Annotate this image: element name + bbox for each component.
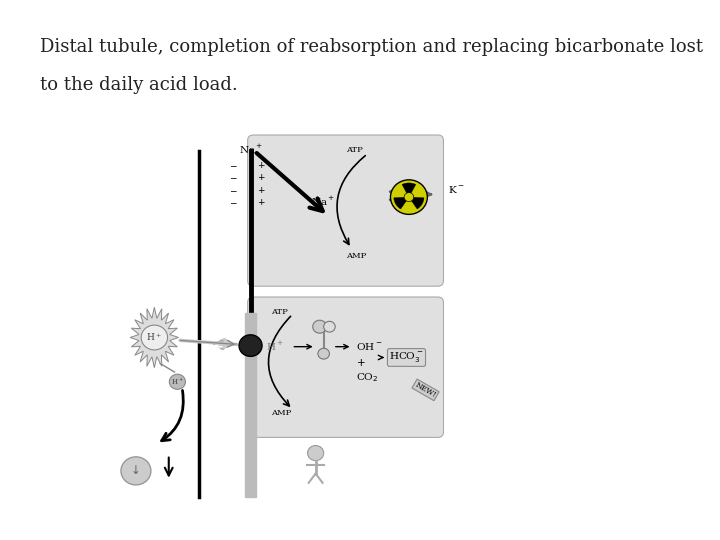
Bar bbox=[246, 313, 256, 497]
Text: HCO$_3^-$: HCO$_3^-$ bbox=[390, 350, 423, 365]
Text: $+$: $+$ bbox=[257, 160, 266, 170]
Text: Na$^+$: Na$^+$ bbox=[239, 143, 263, 156]
Wedge shape bbox=[394, 197, 409, 209]
Text: H$^+$: H$^+$ bbox=[171, 376, 184, 387]
Text: AMP: AMP bbox=[346, 252, 366, 260]
Circle shape bbox=[318, 348, 330, 359]
Text: $-$: $-$ bbox=[229, 185, 238, 194]
Text: AMP: AMP bbox=[271, 409, 291, 417]
Circle shape bbox=[307, 446, 324, 461]
Text: NEW!: NEW! bbox=[413, 381, 438, 399]
Circle shape bbox=[324, 321, 336, 332]
Text: H$^+$: H$^+$ bbox=[146, 332, 162, 343]
Wedge shape bbox=[409, 197, 424, 209]
Text: $+$: $+$ bbox=[257, 172, 266, 182]
Text: ATP: ATP bbox=[271, 308, 287, 316]
Text: ↓: ↓ bbox=[131, 464, 141, 477]
Polygon shape bbox=[130, 307, 179, 368]
Circle shape bbox=[121, 457, 151, 485]
Text: CO$_2$: CO$_2$ bbox=[356, 372, 378, 384]
Circle shape bbox=[312, 320, 327, 333]
Text: ATP: ATP bbox=[346, 146, 362, 154]
Circle shape bbox=[169, 374, 186, 389]
Wedge shape bbox=[402, 183, 415, 197]
Text: Na$^+$: Na$^+$ bbox=[311, 195, 335, 208]
Circle shape bbox=[404, 193, 414, 201]
Circle shape bbox=[390, 180, 428, 214]
Circle shape bbox=[141, 325, 168, 350]
Text: $+$: $+$ bbox=[257, 185, 266, 194]
FancyBboxPatch shape bbox=[248, 297, 444, 437]
Text: OH$^-$: OH$^-$ bbox=[356, 341, 382, 352]
Text: H$^+$: H$^+$ bbox=[266, 340, 284, 353]
Text: K$^-$: K$^-$ bbox=[448, 184, 464, 195]
Text: $+$: $+$ bbox=[257, 197, 266, 207]
Text: to the daily acid load.: to the daily acid load. bbox=[40, 76, 238, 93]
Text: $-$: $-$ bbox=[229, 160, 238, 169]
FancyBboxPatch shape bbox=[248, 135, 444, 286]
Text: Distal tubule, completion of reabsorption and replacing bicarbonate lost: Distal tubule, completion of reabsorptio… bbox=[40, 38, 703, 56]
Text: $+$: $+$ bbox=[356, 357, 366, 368]
Text: $-$: $-$ bbox=[229, 198, 238, 206]
Circle shape bbox=[239, 335, 262, 356]
Text: $-$: $-$ bbox=[229, 173, 238, 181]
